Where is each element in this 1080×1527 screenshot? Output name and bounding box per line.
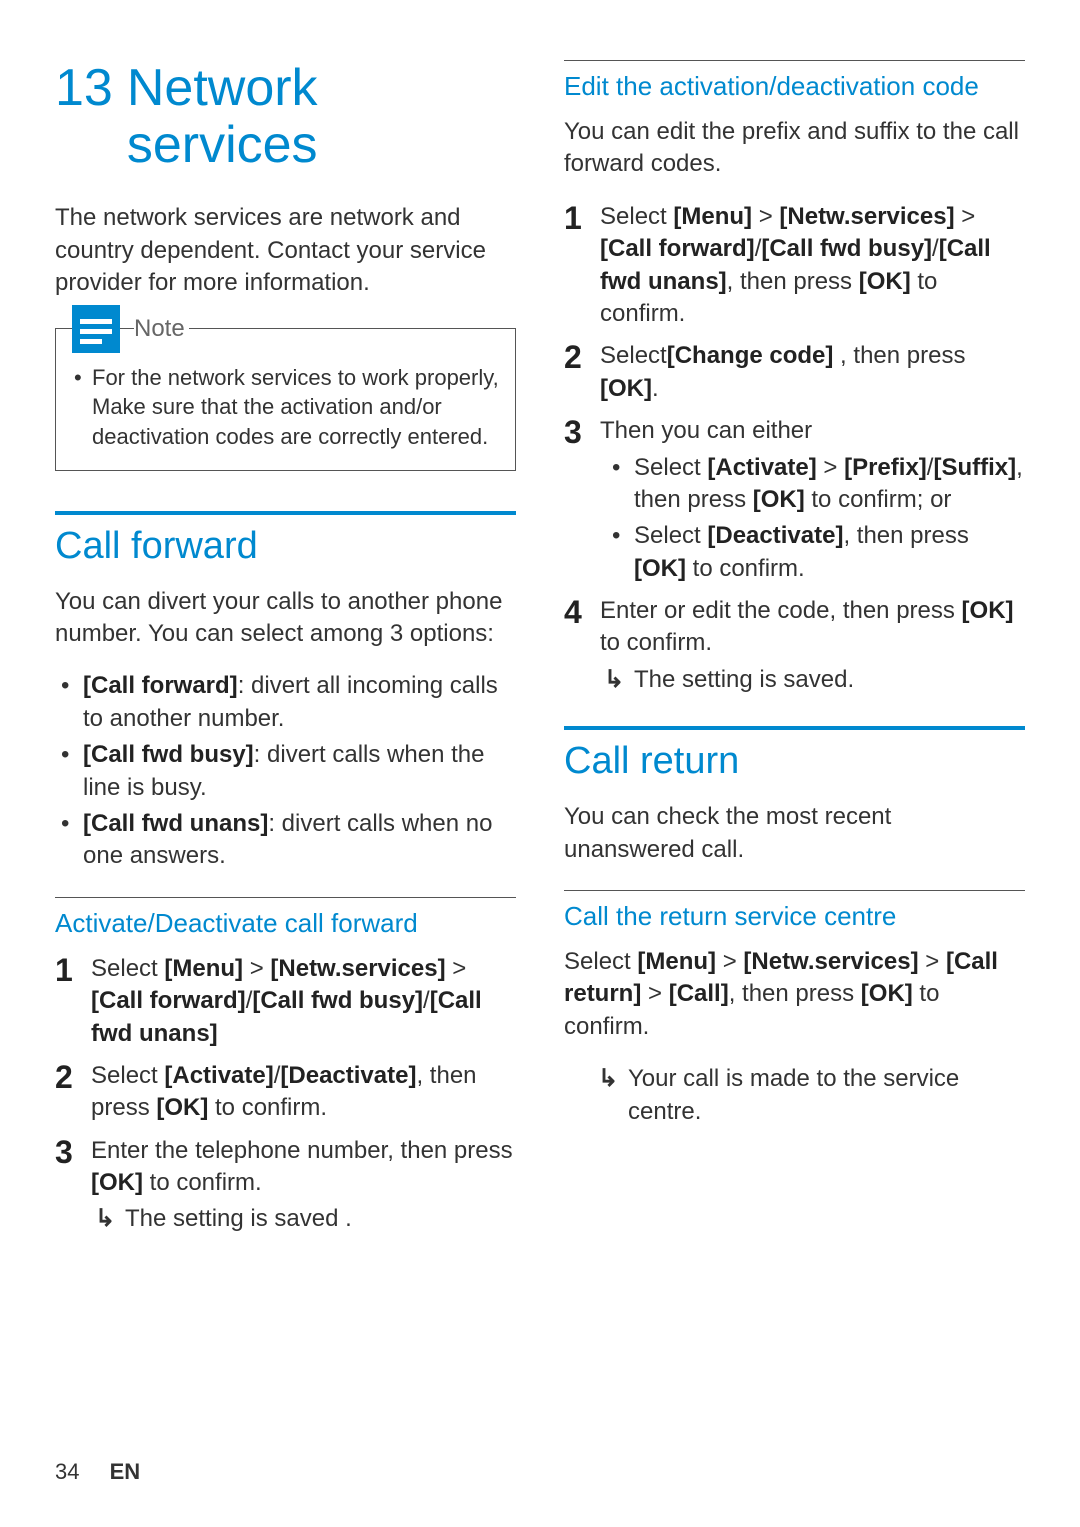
step-item: Enter or edit the code, then press [OK] … (600, 595, 1025, 696)
result-text: The setting is saved. (600, 664, 1025, 696)
return-centre-heading: Call the return service centre (564, 890, 1025, 932)
note-label: Note (134, 315, 189, 343)
call-return-intro: You can check the most recent unanswered… (564, 801, 1025, 866)
result-text: Your call is made to the service centre. (594, 1063, 1025, 1128)
page-lang: EN (110, 1459, 141, 1484)
step-item: Select[Change code] , then press [OK]. (600, 340, 1025, 405)
step-item: Select [Activate]/[Deactivate], then pre… (91, 1060, 516, 1125)
note-text: For the network services to work properl… (92, 363, 499, 452)
sub-item: Select [Deactivate], then press [OK] to … (634, 520, 1025, 585)
note-box: Note For the network services to work pr… (55, 328, 516, 471)
step-item: Select [Menu] > [Netw.services] > [Call … (600, 201, 1025, 331)
call-forward-options: [Call forward]: divert all incoming call… (55, 670, 516, 872)
list-item: [Call forward]: divert all incoming call… (83, 670, 516, 735)
edit-code-intro: You can edit the prefix and suffix to th… (564, 116, 1025, 181)
left-column: 13 Network services The network services… (55, 60, 516, 1246)
result-text: The setting is saved . (91, 1203, 516, 1235)
chapter-number: 13 (55, 60, 113, 174)
chapter-title: Network services (127, 60, 516, 174)
chapter-heading: 13 Network services (55, 60, 516, 174)
note-icon (72, 305, 120, 353)
return-centre-text: Select [Menu] > [Netw.services] > [Call … (564, 946, 1025, 1043)
list-item: [Call fwd unans]: divert calls when no o… (83, 808, 516, 873)
sub-item: Select [Activate] > [Prefix]/[Suffix], t… (634, 452, 1025, 517)
edit-code-heading: Edit the activation/deactivation code (564, 60, 1025, 102)
page-number: 34 (55, 1459, 79, 1484)
call-forward-heading: Call forward (55, 511, 516, 568)
step-item: Then you can either Select [Activate] > … (600, 415, 1025, 585)
step-item: Select [Menu] > [Netw.services] > [Call … (91, 953, 516, 1050)
right-column: Edit the activation/deactivation code Yo… (564, 60, 1025, 1246)
call-forward-intro: You can divert your calls to another pho… (55, 586, 516, 651)
activate-heading: Activate/Deactivate call forward (55, 897, 516, 939)
step-item: Enter the telephone number, then press [… (91, 1135, 516, 1236)
list-item: [Call fwd busy]: divert calls when the l… (83, 739, 516, 804)
page-footer: 34 EN (55, 1459, 140, 1485)
edit-code-steps: Select [Menu] > [Netw.services] > [Call … (564, 201, 1025, 696)
intro-paragraph: The network services are network and cou… (55, 202, 516, 299)
call-return-heading: Call return (564, 726, 1025, 783)
activate-steps: Select [Menu] > [Netw.services] > [Call … (55, 953, 516, 1236)
